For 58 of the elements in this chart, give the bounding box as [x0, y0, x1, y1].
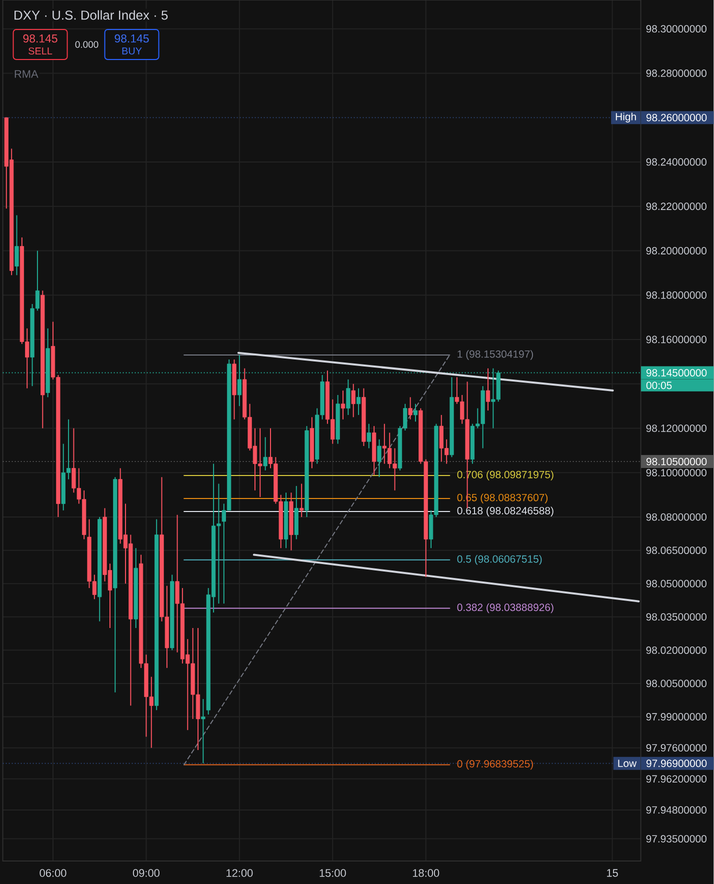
y-tick-label: 98.20000000: [646, 247, 707, 254]
x-tick-label: 18:00: [413, 869, 440, 877]
annotation: Low: [618, 760, 637, 768]
y-tick-label: 97.96200000: [646, 775, 707, 783]
annotation: 98.145: [23, 34, 58, 43]
y-tick-label: 98.24000000: [646, 158, 707, 166]
y-tick-label: 98.05000000: [646, 580, 707, 588]
ref-line-label: 98.10500000: [646, 458, 707, 466]
ref-line-label: 98.26000000: [646, 114, 707, 122]
series-label: 1 (98.15304197): [458, 350, 534, 360]
y-tick-label: 98.00500000: [646, 680, 707, 688]
y-tick-label: 97.97600000: [646, 744, 707, 752]
candlestick: [351, 383, 356, 418]
y-tick-label: 98.06500000: [646, 546, 707, 554]
x-tick-label: 09:00: [133, 869, 160, 877]
y-tick-label: 98.18000000: [646, 291, 707, 299]
x-tick-label: 12:00: [226, 869, 253, 877]
candlestick: [14, 214, 19, 276]
y-tick-label: 98.02000000: [646, 646, 707, 654]
ref-line-label: 97.96900000: [646, 760, 707, 768]
candlestick: [377, 438, 382, 478]
candlestick: [486, 368, 490, 412]
candlestick: [408, 396, 412, 420]
annotation: RMA: [14, 70, 38, 78]
text: DXY · U.S. Dollar Index · 5: [14, 10, 168, 20]
x-tick-label: 15: [607, 869, 618, 877]
text: 00:05: [646, 382, 672, 390]
series-label: 0.5 (98.06067515): [457, 555, 542, 565]
candlestick: [300, 483, 304, 518]
y-tick-label: 98.16000000: [646, 336, 707, 344]
y-tick-label: 98.22000000: [646, 202, 707, 210]
y-tick-label: 97.93500000: [646, 835, 707, 843]
annotation: 0.000: [75, 41, 98, 48]
series-label: 0.618 (98.08246588): [457, 506, 554, 516]
series-label: 0 (97.96839525): [457, 760, 534, 770]
y-tick-label: 98.03500000: [646, 613, 707, 621]
candlestick: [201, 698, 206, 764]
y-tick-label: 97.99000000: [646, 713, 707, 720]
candlestick: [414, 403, 418, 422]
y-tick-label: 98.28000000: [646, 70, 707, 77]
x-tick-label: 15:00: [320, 869, 346, 877]
ref-line-label: 98.14500000: [646, 369, 707, 376]
annotation: BUY: [122, 48, 142, 54]
y-tick-label: 98.12000000: [646, 424, 707, 432]
y-tick-label: 98.30000000: [646, 25, 707, 33]
series-label: 0.382 (98.03888926): [457, 603, 554, 614]
annotation: SELL: [28, 47, 52, 55]
x-tick-label: 06:00: [40, 869, 66, 877]
candlestick: [356, 388, 361, 416]
y-tick-label: 98.10000000: [646, 468, 707, 476]
annotation: 98.145: [114, 34, 149, 43]
candlestick: [366, 423, 372, 449]
annotation: High: [616, 112, 636, 122]
y-tick-label: 97.94800000: [646, 806, 707, 814]
candlestick: [341, 390, 346, 420]
candlestick: [263, 436, 268, 471]
y-tick-label: 98.08000000: [646, 513, 707, 521]
candlestick: [346, 378, 350, 416]
